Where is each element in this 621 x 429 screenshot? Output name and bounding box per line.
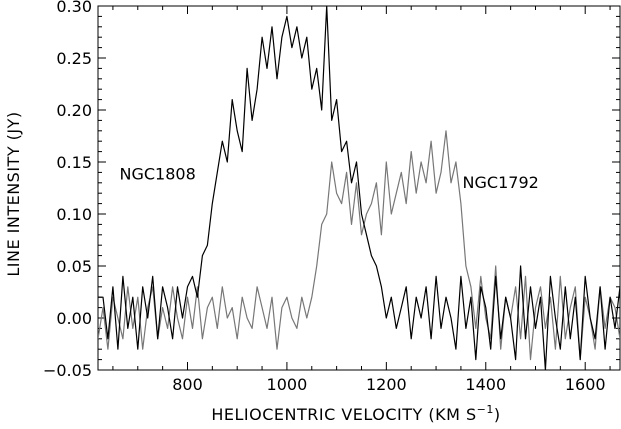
series-label-ngc1808: NGC1808 <box>120 165 196 184</box>
y-tick-label: 0.05 <box>56 257 92 276</box>
y-axis-label: LINE INTENSITY (JY) <box>4 111 23 276</box>
y-tick-label: 0.20 <box>56 101 92 120</box>
series-line-ngc1792 <box>98 130 620 361</box>
y-tick-label: 0.30 <box>56 0 92 16</box>
plot-frame <box>97 5 621 371</box>
y-tick-label: 0.10 <box>56 205 92 224</box>
x-axis-label-superscript: −1 <box>477 403 494 416</box>
x-axis-label-close: ) <box>494 405 501 424</box>
y-tick-label: 0.15 <box>56 153 92 172</box>
tick-marks <box>98 5 620 371</box>
x-tick-label: 1200 <box>366 375 407 394</box>
x-tick-label: 800 <box>172 375 203 394</box>
tick-labels: 800 1000 1200 1400 1600 −0.05 0.00 0.05 0.10 0.15… <box>43 0 606 394</box>
x-tick-label: 1000 <box>267 375 308 394</box>
y-tick-label: 0.00 <box>56 309 92 328</box>
x-axis-label-main: HELIOCENTRIC VELOCITY (KM S <box>211 405 476 424</box>
x-tick-label: 1400 <box>465 375 506 394</box>
series-group <box>98 6 620 370</box>
y-tick-label: 0.25 <box>56 49 92 68</box>
annotation-group: NGC1808 NGC1792 <box>120 165 539 192</box>
series-line-ngc1808 <box>98 6 620 370</box>
x-tick-label: 1600 <box>565 375 606 394</box>
series-label-ngc1792: NGC1792 <box>463 173 539 192</box>
x-axis-label: HELIOCENTRIC VELOCITY (KM S−1) <box>211 403 500 424</box>
y-tick-label: −0.05 <box>43 361 92 380</box>
